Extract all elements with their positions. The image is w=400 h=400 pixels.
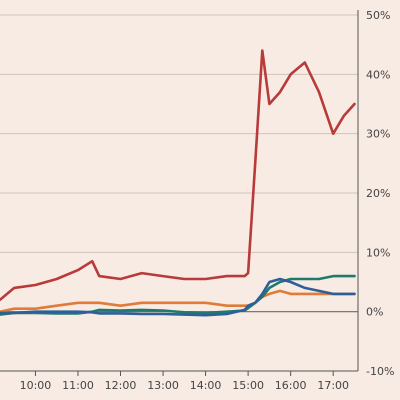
x-tick-label: 10:00 xyxy=(20,379,52,392)
y-tick-label: 30% xyxy=(366,128,390,141)
series-line-1 xyxy=(0,49,356,302)
x-tick-label: 11:00 xyxy=(62,379,94,392)
series-line-3 xyxy=(0,274,356,316)
x-tick-label: 16:00 xyxy=(275,379,307,392)
y-tick-label: 0% xyxy=(366,306,383,319)
x-tick-label: 17:00 xyxy=(317,379,349,392)
x-tick-label: 13:00 xyxy=(147,379,179,392)
y-tick-label: 50% xyxy=(366,9,390,22)
y-tick-label: -10% xyxy=(366,365,394,378)
y-tick-label: 10% xyxy=(366,246,390,259)
x-tick-label: 12:00 xyxy=(105,379,137,392)
series-line-2 xyxy=(0,289,356,314)
y-tick-label: 20% xyxy=(366,187,390,200)
x-tick-label: 14:00 xyxy=(190,379,222,392)
series-line-4 xyxy=(0,277,356,317)
series-group xyxy=(0,49,356,317)
axes: 50% 40% 30% 20% 10% 0% -10% 10:00 11:00 12:00 13:0… xyxy=(0,9,394,392)
y-tick-label: 40% xyxy=(366,68,390,81)
x-tick-label: 15:00 xyxy=(232,379,264,392)
